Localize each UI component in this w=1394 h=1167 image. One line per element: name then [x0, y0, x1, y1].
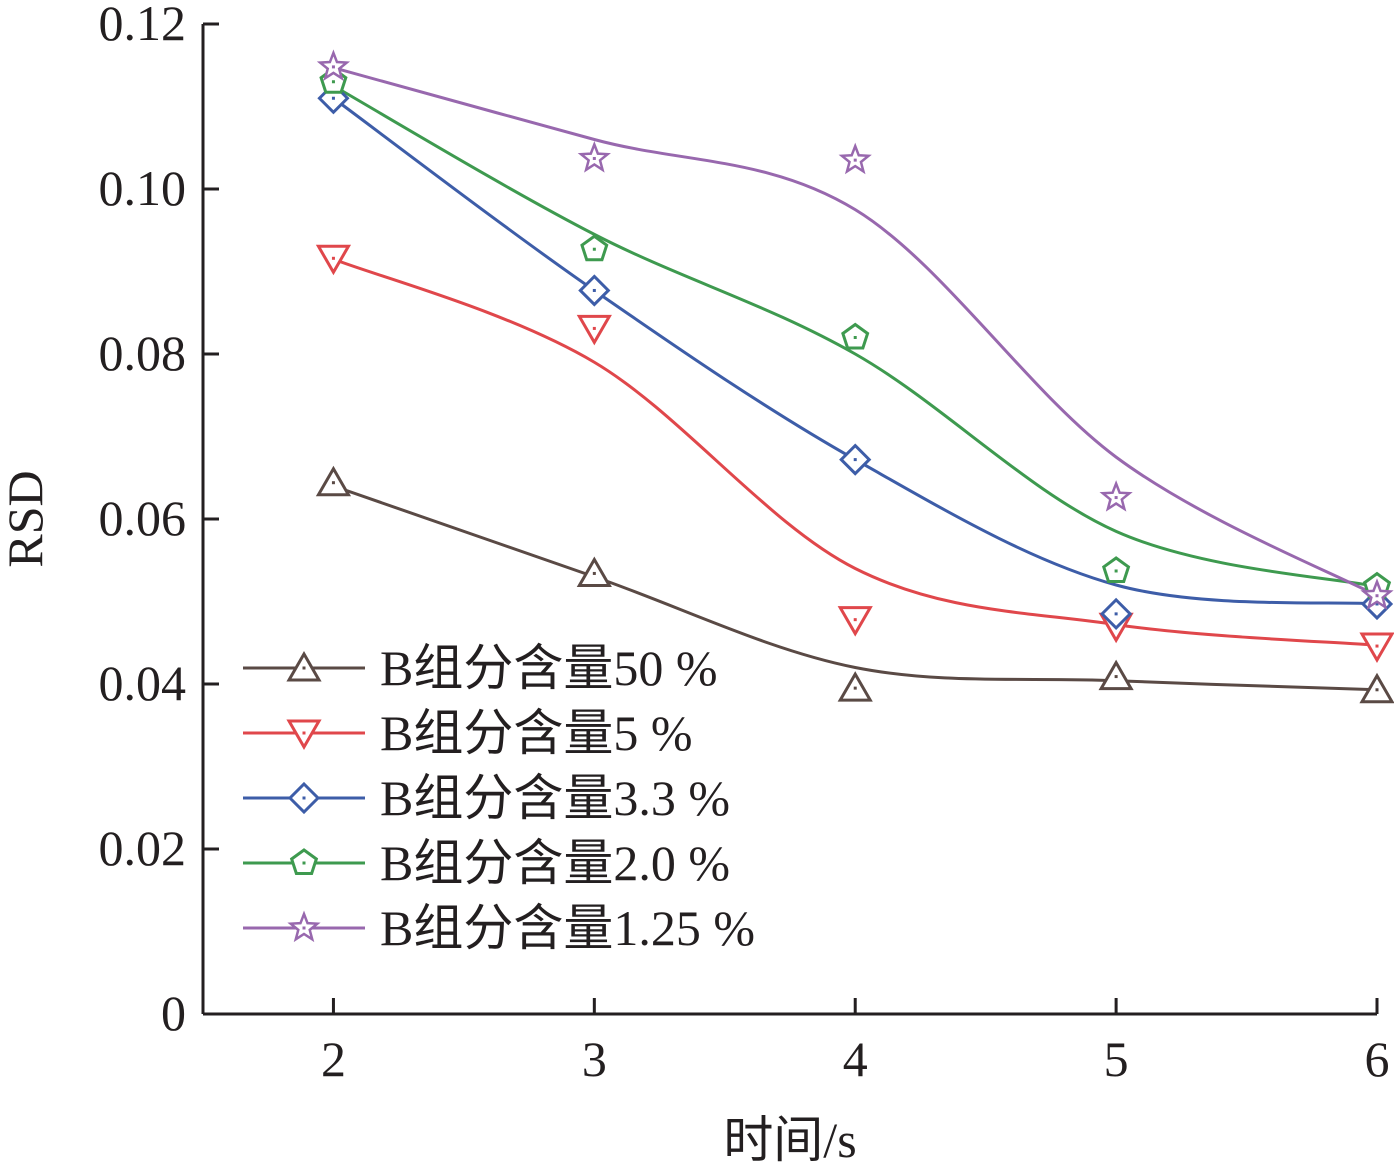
data-point-series-2	[1359, 632, 1394, 664]
x-tick-label: 6	[1365, 1031, 1390, 1087]
y-tick-label: 0.10	[99, 160, 187, 216]
legend-marker	[286, 650, 322, 682]
data-point-series-5	[1360, 578, 1394, 610]
series-line-5	[333, 66, 1378, 598]
data-point-series-1	[1098, 659, 1134, 691]
series-markers	[315, 49, 1394, 704]
data-point-series-1	[837, 671, 873, 702]
axes: 0 0.02 0.04 0.06 0.08 0.10 0.12 2 3 4 5 6	[99, 0, 1390, 1087]
data-point-series-3	[578, 274, 611, 307]
y-tick-label: 0	[161, 985, 186, 1041]
legend-marker	[287, 910, 321, 943]
data-point-series-4	[580, 234, 609, 262]
data-point-series-3	[1099, 597, 1133, 630]
legend-label: B组分含量3.3 %	[380, 770, 730, 826]
x-tick-label: 5	[1104, 1031, 1129, 1087]
legend-item-2: B组分含量5 %	[243, 705, 693, 761]
y-tick-label: 0.04	[99, 655, 187, 711]
x-axis-title: 时间/s	[723, 1112, 856, 1167]
data-point-series-1	[1359, 672, 1394, 704]
y-tick-label: 0.02	[99, 820, 187, 876]
legend-item-1: B组分含量50 %	[243, 640, 718, 696]
data-point-series-5	[838, 142, 872, 175]
series-line-1	[332, 484, 1378, 692]
legend: B组分含量50 % B组分含量5 % B组分含量3.3 % B组分含量2.0 % B组分…	[243, 640, 755, 956]
y-tick-label: 0.12	[99, 0, 187, 51]
data-point-series-2	[837, 606, 873, 637]
legend-item-5: B组分含量1.25 %	[243, 900, 755, 956]
data-point-series-2	[576, 314, 612, 346]
data-point-series-2	[315, 244, 352, 276]
data-point-series-1	[576, 556, 612, 587]
series-line-4	[332, 84, 1378, 589]
x-tick-label: 2	[321, 1031, 346, 1087]
data-point-series-5	[577, 141, 611, 173]
legend-label: B组分含量2.0 %	[380, 835, 730, 891]
legend-marker	[286, 719, 322, 751]
y-axis-title: RSD	[0, 470, 53, 567]
y-tick-label: 0.06	[99, 490, 187, 546]
y-tick-label: 0.08	[99, 325, 187, 381]
legend-label: B组分含量50 %	[380, 640, 718, 696]
legend-label: B组分含量5 %	[380, 705, 693, 761]
data-point-series-5	[1099, 480, 1133, 512]
data-point-series-3	[839, 443, 872, 476]
legend-item-4: B组分含量2.0 %	[243, 835, 730, 891]
series-line-3	[332, 97, 1378, 606]
series-line-2	[332, 257, 1378, 647]
x-tick-label: 3	[582, 1031, 607, 1087]
data-point-series-4	[841, 322, 870, 350]
legend-item-3: B组分含量3.3 %	[243, 770, 730, 826]
legend-label: B组分含量1.25 %	[380, 900, 755, 956]
data-point-series-4	[1101, 556, 1131, 583]
x-tick-label: 4	[843, 1031, 868, 1087]
legend-marker	[289, 848, 319, 876]
legend-marker	[287, 781, 321, 815]
data-point-series-5	[316, 49, 351, 82]
data-point-series-1	[315, 465, 352, 497]
